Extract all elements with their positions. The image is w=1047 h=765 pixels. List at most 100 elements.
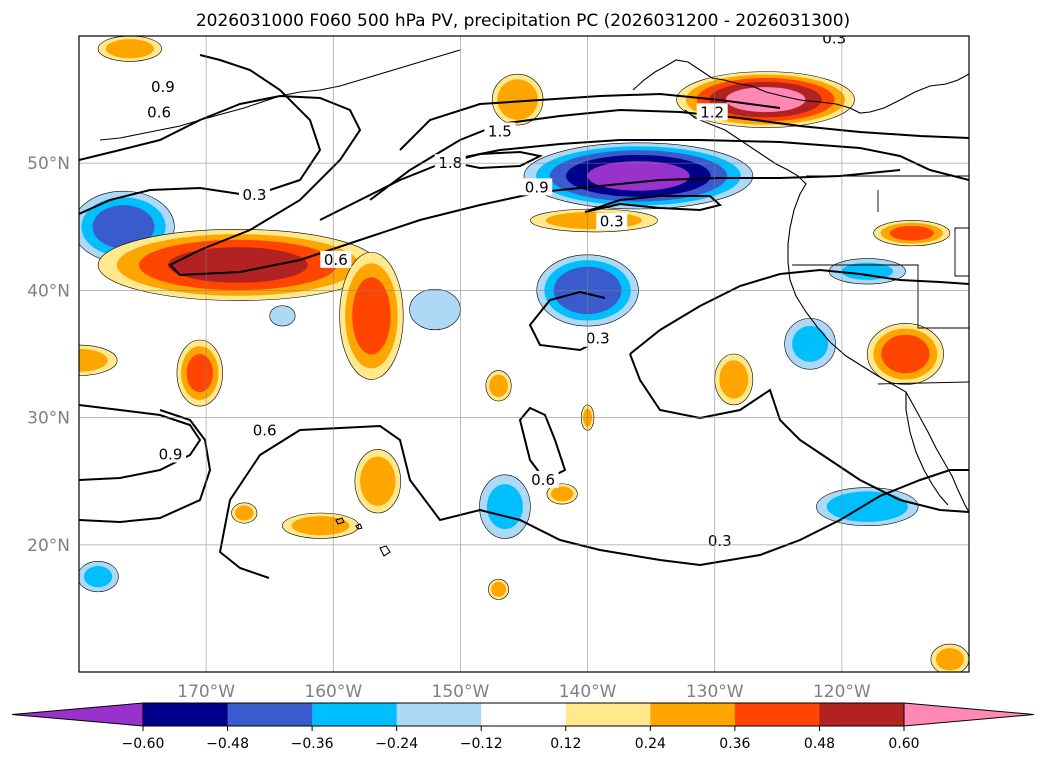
precip-anomaly-blob bbox=[409, 288, 461, 331]
map-frame bbox=[78, 35, 970, 673]
precip-anomaly-blob bbox=[282, 512, 360, 539]
gridlines bbox=[79, 36, 969, 672]
precip-contour-fill bbox=[168, 247, 308, 283]
colorbar-tick-label: −0.48 bbox=[206, 736, 249, 752]
precip-contour-fill bbox=[550, 486, 574, 502]
colorbar-segment bbox=[734, 703, 820, 726]
colorbar-tick-label: −0.12 bbox=[460, 736, 503, 752]
colorbar: −0.60 −0.48 −0.36 −0.24 −0.12 0.12 0.24 0.36 0.4… bbox=[11, 702, 1035, 752]
contour-label: 0.3 bbox=[822, 30, 846, 48]
precip-anomaly-blob bbox=[79, 561, 119, 593]
colorbar-tick-label: 0.60 bbox=[888, 736, 919, 752]
precip-contour-fill bbox=[409, 288, 461, 331]
precip-contour-fill bbox=[826, 491, 908, 522]
pv-contours bbox=[79, 54, 969, 579]
precip-anomaly-blob bbox=[546, 483, 578, 505]
precip-contour-fill bbox=[360, 456, 396, 506]
precip-contour-fill bbox=[591, 162, 686, 190]
precip-contour-fill bbox=[79, 348, 108, 372]
colorbar-tick-label: 0.12 bbox=[550, 736, 581, 752]
precip-contour-fill bbox=[841, 262, 894, 280]
precip-anomaly-blob bbox=[714, 353, 754, 406]
latitude-tick-labels: 20°N 30°N 40°N 50°N bbox=[27, 154, 70, 556]
latitude-tick-label: 30°N bbox=[27, 409, 70, 429]
contour-label: 1.2 bbox=[700, 103, 724, 121]
precip-anomaly-blob bbox=[873, 220, 951, 247]
precip-contour-fill bbox=[489, 374, 508, 398]
precip-anomaly-blob bbox=[354, 449, 401, 514]
colorbar-segment bbox=[396, 703, 482, 726]
contour-label-background bbox=[155, 445, 187, 463]
precip-contour-fill bbox=[186, 353, 213, 393]
contour-label: 0.3 bbox=[243, 186, 267, 204]
precip-contour-fill bbox=[881, 334, 930, 374]
contour-label: 0.6 bbox=[147, 103, 171, 121]
map-content: 0.90.60.31.21.51.80.90.30.30.60.30.60.90… bbox=[79, 30, 969, 672]
contour-label-background bbox=[596, 212, 628, 230]
colorbar-segment bbox=[227, 703, 313, 726]
precip-anomaly-blob bbox=[269, 305, 296, 327]
precip-contour-fill bbox=[729, 88, 802, 112]
contour-label: 1.5 bbox=[488, 122, 512, 140]
contour-label: 0.6 bbox=[324, 251, 348, 269]
precip-anomaly-blob bbox=[488, 578, 510, 600]
colorbar-tick-label: −0.36 bbox=[291, 736, 334, 752]
precip-anomaly-blob bbox=[866, 323, 944, 385]
precip-contour-fill bbox=[497, 79, 538, 120]
contour-labels: 0.90.60.31.21.51.80.90.30.30.60.30.60.90… bbox=[143, 30, 850, 550]
precip-anomaly-blob bbox=[79, 344, 118, 376]
colorbar-segment bbox=[143, 703, 229, 726]
longitude-tick-labels: 170°W 160°W 150°W 140°W 130°W 120°W bbox=[177, 682, 871, 702]
country-borders bbox=[792, 175, 969, 385]
longitude-tick-label: 140°W bbox=[559, 682, 617, 702]
precip-anomaly-blob bbox=[523, 142, 754, 210]
precip-contour-fill bbox=[291, 516, 350, 536]
colorbar-extend-low bbox=[11, 702, 144, 727]
precip-anomaly-blob bbox=[479, 474, 531, 539]
precip-anomaly-blob bbox=[176, 339, 223, 407]
longitude-tick-label: 150°W bbox=[432, 682, 490, 702]
colorbar-segment bbox=[481, 703, 567, 726]
precip-contour-fill bbox=[545, 211, 642, 230]
precip-anomaly-blob bbox=[231, 502, 258, 524]
colorbar-segment bbox=[819, 703, 905, 726]
colorbar-segment bbox=[312, 703, 398, 726]
precip-anomaly-blob bbox=[485, 370, 512, 402]
latitude-tick-label: 20°N bbox=[27, 536, 70, 556]
contour-label-background bbox=[484, 122, 516, 140]
precip-contour-fill bbox=[92, 205, 155, 249]
precip-anomaly-blob bbox=[530, 208, 658, 233]
longitude-tick-label: 160°W bbox=[304, 682, 362, 702]
longitude-tick-label: 170°W bbox=[177, 682, 235, 702]
longitude-tick-label: 120°W bbox=[813, 682, 871, 702]
contour-label-background bbox=[249, 421, 281, 439]
contour-label: 0.9 bbox=[151, 78, 175, 96]
colorbar-tick-label: −0.60 bbox=[122, 736, 165, 752]
precip-contour-fill bbox=[719, 360, 749, 399]
colorbar-tick-label: 0.24 bbox=[635, 736, 666, 752]
contour-label-background bbox=[434, 154, 466, 172]
precip-contour-fill bbox=[935, 648, 964, 671]
precip-contour-fill bbox=[234, 505, 254, 521]
figure-title: 2026031000 F060 500 hPa PV, precipitatio… bbox=[196, 11, 850, 31]
precip-anomaly-blob bbox=[784, 318, 836, 370]
contour-label: 0.3 bbox=[586, 330, 610, 348]
colorbar-tick-label: −0.24 bbox=[375, 736, 418, 752]
colorbar-tick-label: 0.48 bbox=[804, 736, 835, 752]
contour-label-background bbox=[696, 103, 728, 121]
precip-contour-fill bbox=[105, 39, 154, 59]
contour-label-background bbox=[582, 329, 614, 347]
precip-anomaly-blob bbox=[491, 73, 544, 126]
contour-label: 0.9 bbox=[525, 178, 549, 196]
contour-label: 0.6 bbox=[531, 471, 555, 489]
latitude-tick-label: 50°N bbox=[27, 154, 70, 174]
precip-contour-fill bbox=[269, 305, 296, 327]
colorbar-tick-label: 0.36 bbox=[719, 736, 750, 752]
colorbar-frame bbox=[142, 702, 905, 727]
contour-label: 0.9 bbox=[159, 445, 183, 463]
precip-anomaly-blob bbox=[339, 251, 404, 380]
precip-anomaly-blob bbox=[816, 487, 919, 527]
precip-contour-fill bbox=[792, 325, 829, 362]
precip-contour-fill bbox=[491, 581, 507, 597]
